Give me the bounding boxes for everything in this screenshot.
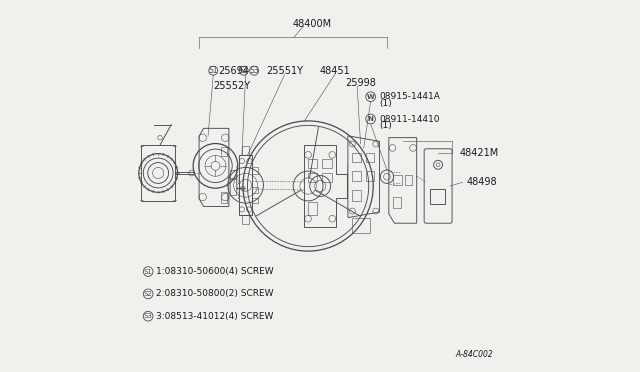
Text: 25694: 25694 bbox=[218, 66, 249, 76]
Bar bbox=[141, 145, 175, 201]
Bar bbox=[221, 192, 227, 202]
Bar bbox=[221, 147, 227, 155]
Text: 48421M: 48421M bbox=[460, 148, 499, 157]
Text: N: N bbox=[367, 116, 374, 122]
Text: 2:08310-50800(2) SCREW: 2:08310-50800(2) SCREW bbox=[156, 289, 274, 298]
Bar bbox=[230, 170, 236, 179]
Text: A-84C002: A-84C002 bbox=[455, 350, 493, 359]
Text: 08915-1441A: 08915-1441A bbox=[380, 92, 440, 101]
Text: (1): (1) bbox=[380, 121, 392, 130]
Bar bbox=[239, 155, 252, 215]
Bar bbox=[365, 153, 374, 162]
Text: (1): (1) bbox=[380, 99, 392, 108]
Text: S3: S3 bbox=[250, 66, 259, 75]
Bar bbox=[405, 175, 412, 185]
Text: W: W bbox=[367, 94, 374, 100]
Bar bbox=[353, 153, 360, 162]
Bar bbox=[252, 198, 257, 203]
Text: 48498: 48498 bbox=[466, 177, 497, 187]
Text: 08911-14410: 08911-14410 bbox=[380, 115, 440, 124]
Text: 25998: 25998 bbox=[346, 78, 376, 87]
Bar bbox=[322, 173, 332, 182]
Bar bbox=[392, 197, 401, 208]
Text: 48400M: 48400M bbox=[292, 19, 332, 29]
Text: 3:08513-41012(4) SCREW: 3:08513-41012(4) SCREW bbox=[156, 312, 274, 321]
Bar bbox=[308, 202, 317, 215]
Bar bbox=[431, 189, 445, 203]
Text: S2: S2 bbox=[239, 66, 248, 75]
Text: 1:08310-50600(4) SCREW: 1:08310-50600(4) SCREW bbox=[156, 267, 274, 276]
Bar bbox=[322, 159, 332, 168]
Bar bbox=[252, 167, 257, 174]
Bar bbox=[308, 159, 317, 168]
Text: 25552Y: 25552Y bbox=[213, 81, 250, 90]
Bar bbox=[242, 146, 250, 155]
Bar bbox=[365, 171, 374, 181]
Text: S1: S1 bbox=[209, 66, 218, 75]
Bar bbox=[392, 175, 402, 185]
Bar bbox=[252, 187, 257, 193]
Bar bbox=[230, 178, 236, 195]
Bar bbox=[242, 215, 250, 224]
Text: S2: S2 bbox=[144, 291, 152, 297]
Text: S1: S1 bbox=[144, 269, 152, 275]
Text: S3: S3 bbox=[144, 313, 152, 319]
Bar bbox=[353, 190, 360, 201]
Text: 25551Y: 25551Y bbox=[266, 66, 303, 76]
Text: 48451: 48451 bbox=[319, 66, 350, 76]
Bar bbox=[308, 173, 317, 182]
Bar bbox=[351, 218, 370, 232]
Bar bbox=[353, 171, 360, 181]
